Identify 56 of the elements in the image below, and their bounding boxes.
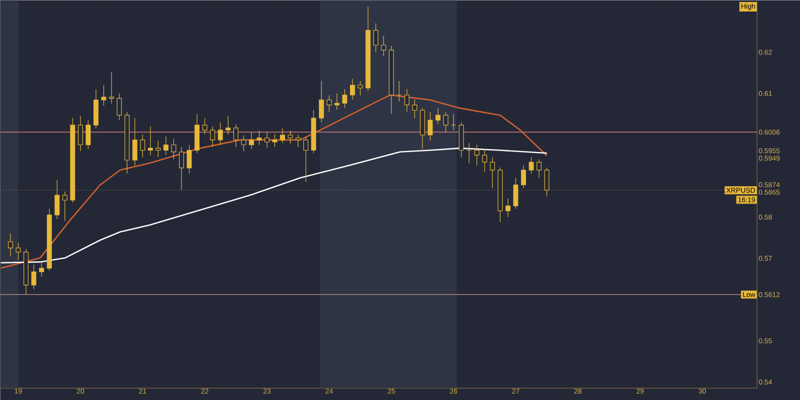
candlestick: [381, 35, 386, 57]
candlestick: [101, 84, 106, 106]
candlestick: [326, 95, 332, 112]
candlestick: [490, 156, 495, 188]
candlestick: [373, 22, 378, 52]
candlestick: [342, 88, 348, 108]
candlestick: [16, 242, 21, 261]
candlestick: [474, 144, 480, 166]
candlestick: [350, 78, 355, 100]
candlestick: [78, 116, 83, 152]
candlestick: [528, 156, 534, 174]
candlestick: [54, 180, 60, 220]
candlestick: [303, 136, 308, 182]
candlestick: [272, 133, 278, 148]
candlestick: [116, 93, 122, 120]
candlestick: [436, 107, 440, 125]
candlestick: [171, 138, 176, 160]
candlestick: [513, 178, 518, 210]
candlestick: [218, 122, 223, 146]
candlestick: [334, 93, 340, 110]
candlestick: [248, 132, 254, 150]
candlestick: [8, 233, 13, 256]
candlestick: [62, 191, 68, 222]
candlestick: [132, 118, 138, 166]
candlestick: [31, 264, 36, 290]
candlestick: [156, 140, 161, 158]
candlestick: [39, 262, 44, 278]
candlestick: [210, 126, 216, 148]
candlestick: [280, 128, 286, 144]
candlestick: [233, 124, 238, 148]
candlestick: [140, 134, 146, 158]
candlestick: [404, 88, 410, 112]
line-series: [0, 94, 548, 269]
candlestick: [109, 72, 114, 104]
candlestick: [179, 146, 184, 190]
candlestick: [544, 167, 550, 197]
candlestick: [226, 116, 231, 135]
candlestick: [536, 158, 542, 178]
candlestick: [186, 144, 192, 174]
candlestick: [443, 112, 448, 133]
candlestick: [412, 99, 418, 118]
candlestick: [318, 80, 324, 122]
candlestick: [521, 165, 526, 188]
candlestick: [86, 120, 91, 150]
candlestick: [296, 134, 301, 148]
candlestick: [505, 198, 510, 218]
candlestick: [241, 135, 246, 152]
candlestick: [202, 118, 208, 135]
candlestick: [264, 132, 270, 148]
candlestick: [358, 80, 363, 96]
candlestick: [163, 136, 168, 156]
candlestick: [482, 148, 488, 172]
candlestick: [148, 126, 153, 156]
candlestick: [288, 130, 293, 144]
candlestick: [256, 130, 262, 146]
candlestick: [428, 112, 433, 142]
